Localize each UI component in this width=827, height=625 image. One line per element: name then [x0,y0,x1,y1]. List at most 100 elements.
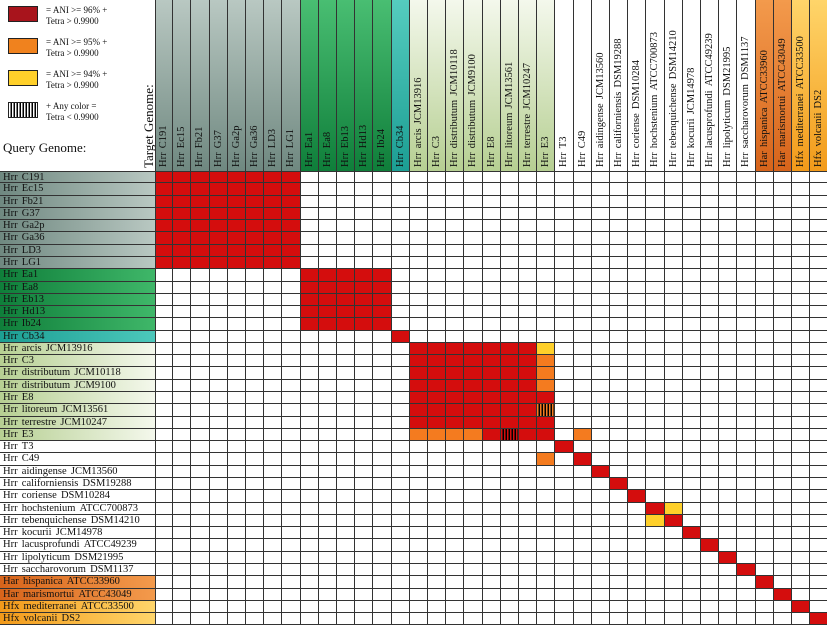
matrix-cell [227,514,246,528]
matrix-cell [464,256,483,270]
matrix-cell [537,171,556,184]
matrix-cell [519,207,538,221]
matrix-cell [282,514,301,528]
matrix-cell [500,502,519,515]
matrix-cell [300,392,319,405]
matrix-cell [519,514,538,528]
matrix-cell [300,551,319,564]
matrix-cell [701,244,720,257]
matrix-cell [373,490,392,503]
matrix-cell [282,281,301,294]
matrix-cell [373,502,392,515]
matrix-cell [409,306,428,319]
matrix-cell [373,428,392,442]
matrix-cell [355,379,374,393]
row-label: Hrr G37 [0,207,155,221]
matrix-cell [246,355,265,368]
matrix-cell [300,367,319,380]
matrix-cell [355,171,374,184]
matrix-cell [810,306,827,319]
matrix-cell [246,379,265,393]
matrix-cell [701,527,720,540]
matrix-cell [246,220,265,233]
matrix-cell [446,171,465,184]
matrix-cell [792,232,811,245]
matrix-cell [537,588,556,601]
matrix-cell [428,256,447,270]
matrix-cell [810,343,827,356]
matrix-cell [373,330,392,343]
matrix-cell [719,232,738,245]
row-label: Hrr Ib24 [0,318,155,331]
matrix-cell [519,453,538,466]
matrix-cell [482,478,501,491]
matrix-cell [282,330,301,343]
matrix-cell [264,207,283,221]
matrix-cell [537,330,556,343]
matrix-cell [337,342,356,356]
matrix-cell [318,404,337,417]
matrix-cell [300,171,319,184]
matrix-cell [318,502,337,515]
matrix-cell [355,465,374,478]
matrix-cell [773,563,792,577]
matrix-cell [537,441,556,454]
matrix-cell [482,453,501,466]
matrix-cell [464,465,483,478]
matrix-cell [500,293,519,307]
matrix-cell [719,306,738,319]
matrix-cell [519,490,538,503]
matrix-cell [519,527,538,540]
matrix-cell [482,207,501,221]
matrix-cell [773,232,792,245]
matrix-cell [428,379,447,393]
matrix-cell [792,318,811,331]
matrix-cell [591,392,610,405]
matrix-cell [792,576,811,589]
matrix-cell [191,392,210,405]
column-header [682,0,701,171]
matrix-cell [373,256,392,270]
matrix-cell [300,281,319,294]
matrix-cell [591,342,610,356]
matrix-cell [810,589,827,601]
matrix-cell [300,527,319,540]
matrix-cell [664,379,683,393]
matrix-cell [628,379,647,393]
matrix-cell [610,551,629,564]
matrix-cell [500,404,519,417]
matrix-cell [264,600,283,614]
matrix-cell [773,269,792,282]
matrix-cell [664,195,683,208]
matrix-cell [737,428,756,442]
matrix-cell [373,207,392,221]
matrix-cell [755,207,774,221]
matrix-cell [737,207,756,221]
matrix-cell [191,416,210,429]
matrix-cell [573,576,592,589]
matrix-cell [555,600,574,614]
matrix-cell [464,293,483,307]
matrix-cell [300,613,319,625]
matrix-cell [573,490,592,503]
matrix-cell [446,404,465,417]
matrix-cell [318,465,337,478]
matrix-cell [737,465,756,478]
matrix-cell [773,600,792,614]
matrix-cell [246,207,265,221]
matrix-cell [191,306,210,319]
matrix-cell [537,269,556,282]
matrix-cell [428,195,447,208]
matrix-cell [264,318,283,331]
matrix-cell [500,490,519,503]
matrix-cell [155,404,174,417]
matrix-cell [282,404,301,417]
matrix-cell [409,355,428,368]
matrix-cell [755,416,774,429]
matrix-cell [318,342,337,356]
matrix-cell [773,514,792,528]
matrix-cell [737,330,756,343]
matrix-cell [337,600,356,614]
matrix-cell [591,207,610,221]
matrix-cell [191,428,210,442]
